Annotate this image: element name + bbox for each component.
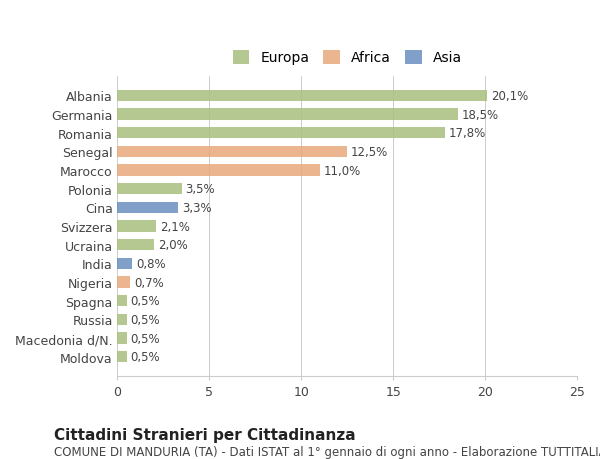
Bar [118,314,127,325]
Bar [118,146,347,157]
Text: 3,5%: 3,5% [185,183,215,196]
Text: Cittadini Stranieri per Cittadinanza: Cittadini Stranieri per Cittadinanza [54,427,356,442]
Text: 0,5%: 0,5% [130,351,160,364]
Text: 0,5%: 0,5% [130,295,160,308]
Bar [118,258,132,269]
Bar [118,184,182,195]
Text: 17,8%: 17,8% [448,127,485,140]
Bar [118,202,178,213]
Text: 2,1%: 2,1% [160,220,190,233]
Bar [118,128,445,139]
Text: 18,5%: 18,5% [461,108,499,121]
Text: COMUNE DI MANDURIA (TA) - Dati ISTAT al 1° gennaio di ogni anno - Elaborazione T: COMUNE DI MANDURIA (TA) - Dati ISTAT al … [54,445,600,458]
Text: 3,3%: 3,3% [182,202,211,214]
Text: 0,7%: 0,7% [134,276,164,289]
Legend: Europa, Africa, Asia: Europa, Africa, Asia [227,45,467,71]
Text: 11,0%: 11,0% [323,164,361,177]
Bar [118,109,458,120]
Bar [118,221,156,232]
Bar [118,333,127,344]
Bar [118,240,154,251]
Bar [118,352,127,363]
Text: 0,5%: 0,5% [130,332,160,345]
Bar [118,165,320,176]
Bar [118,90,487,102]
Text: 0,5%: 0,5% [130,313,160,326]
Text: 2,0%: 2,0% [158,239,188,252]
Bar [118,296,127,307]
Text: 12,5%: 12,5% [351,146,388,158]
Bar [118,277,130,288]
Text: 0,8%: 0,8% [136,257,166,270]
Text: 20,1%: 20,1% [491,90,528,103]
